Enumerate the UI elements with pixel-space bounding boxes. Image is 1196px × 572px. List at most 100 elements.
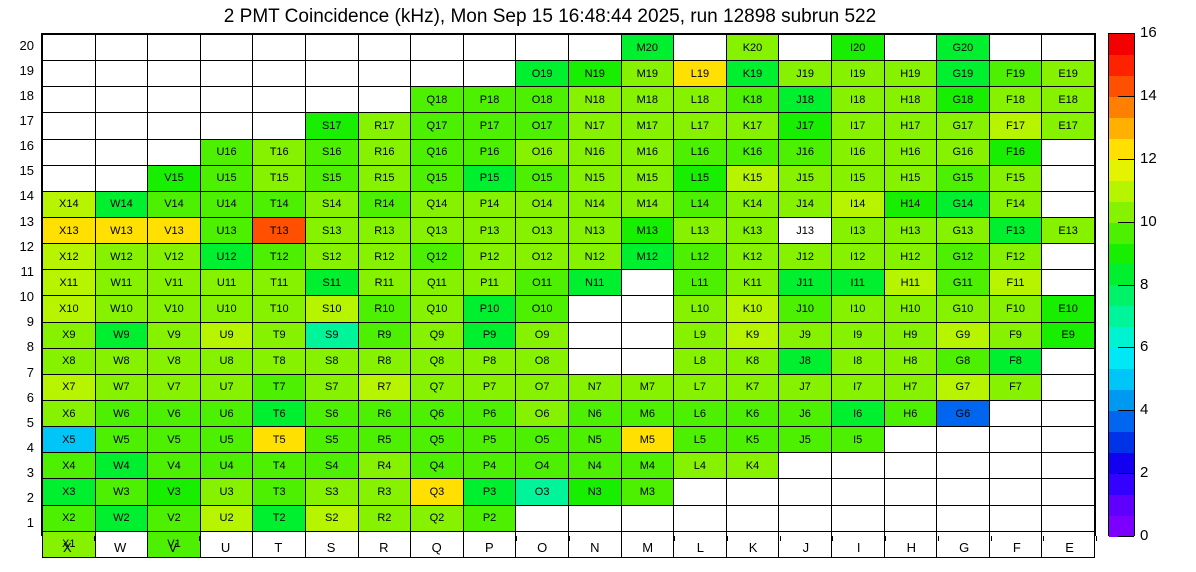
heatmap-cell-L17: L17: [673, 112, 727, 140]
heatmap-cell-V3: V3: [147, 478, 201, 506]
heatmap-cell-J17: J17: [778, 112, 832, 140]
heatmap-cell-L14: L14: [673, 190, 727, 218]
heatmap-row: X9 W9 V9 U9 T9 S9 R9 Q9 P9 O9 L9 K9 J9 I9 H9 G9 F9 E9: [42, 321, 1095, 349]
heatmap-row: X12 W12 V12 U12 T12 S12 R12 Q12 P12 O12 N12 M12 L12 K…: [42, 243, 1095, 271]
heatmap-cell-R11: R11: [357, 269, 412, 297]
heatmap-cell-empty-H5: [883, 426, 938, 454]
heatmap-cell-N15: N15: [567, 164, 622, 192]
heatmap-cell-empty-E3: [1041, 478, 1095, 506]
heatmap-cell-empty-L20: [673, 33, 727, 62]
heatmap-cell-empty-F6: [988, 399, 1043, 428]
x-tick-label-U: U: [220, 540, 231, 555]
x-tick-mark: [252, 536, 253, 541]
colorbar-band: [1109, 494, 1134, 516]
colorbar: [1108, 33, 1135, 537]
heatmap-cell-V10: V10: [147, 295, 201, 323]
heatmap-cell-X14: X14: [42, 190, 96, 218]
heatmap-cell-K5: K5: [725, 426, 780, 454]
heatmap-cell-P8: P8: [462, 347, 517, 375]
heatmap-cell-empty-T18: [252, 86, 306, 114]
colorbar-band: [1109, 348, 1134, 370]
heatmap-cell-empty-J2: [778, 504, 832, 532]
heatmap-cell-V5: V5: [147, 426, 201, 454]
heatmap-cell-I5: I5: [830, 426, 885, 454]
x-tick-mark: [726, 536, 728, 541]
x-tick-mark: [1043, 536, 1045, 541]
heatmap-cell-empty-S1: [304, 530, 359, 558]
colorbar-tick-mark: [1118, 158, 1134, 160]
heatmap-cell-G13: G13: [936, 216, 990, 245]
heatmap-cell-X10: X10: [42, 295, 96, 323]
x-tick-mark: [1096, 536, 1097, 541]
heatmap-cell-N5: N5: [567, 426, 622, 454]
heatmap-cell-Q6: Q6: [410, 399, 464, 428]
heatmap-cell-W4: W4: [94, 452, 149, 480]
heatmap-cell-L4: L4: [673, 452, 727, 480]
heatmap-cell-I12: I12: [830, 243, 885, 271]
heatmap-cell-R8: R8: [357, 347, 412, 375]
heatmap-cell-O18: O18: [515, 86, 569, 114]
heatmap-cell-Q3: Q3: [410, 478, 464, 506]
x-tick-label-N: N: [590, 540, 600, 555]
heatmap-cell-F14: F14: [988, 190, 1043, 218]
heatmap-cell-X4: X4: [42, 452, 96, 480]
heatmap-cell-M14: M14: [620, 190, 675, 218]
x-tick-mark: [674, 536, 675, 541]
heatmap-cell-empty-E4: [1041, 452, 1095, 480]
x-tick-mark: [621, 536, 623, 541]
heatmap-cell-empty-T1: [252, 530, 306, 558]
x-tick-label-G: G: [959, 540, 970, 555]
heatmap-cell-L9: L9: [673, 321, 727, 349]
colorbar-tick-label-6: 6: [1140, 338, 1149, 356]
heatmap-cell-empty-W19: [94, 60, 149, 88]
heatmap-cell-K20: K20: [725, 33, 780, 62]
heatmap-cell-empty-G3: [936, 478, 990, 506]
colorbar-tick-mark: [1118, 536, 1134, 537]
heatmap-cell-G7: G7: [936, 373, 990, 401]
heatmap-cell-O5: O5: [515, 426, 569, 454]
heatmap-cell-O7: O7: [515, 373, 569, 401]
colorbar-band: [1109, 159, 1134, 181]
heatmap-cell-R9: R9: [357, 321, 412, 349]
heatmap-cell-empty-G5: [936, 426, 990, 454]
heatmap-cell-U3: U3: [199, 478, 254, 506]
heatmap-cell-F16: F16: [988, 138, 1043, 166]
heatmap-grid: M20 K20 I20 G20 O19 N19 M19 L19 K19 J19 I19 H19 G19 F…: [42, 33, 1095, 558]
colorbar-band: [1109, 327, 1134, 349]
heatmap-cell-X12: X12: [42, 243, 96, 271]
heatmap-cell-U14: U14: [199, 190, 254, 218]
heatmap-cell-V1: V1: [147, 530, 201, 558]
colorbar-band: [1109, 117, 1134, 139]
heatmap-cell-H14: H14: [883, 190, 938, 218]
heatmap-cell-T9: T9: [252, 321, 306, 349]
heatmap-cell-L11: L11: [673, 269, 727, 297]
heatmap-cell-I16: I16: [830, 138, 885, 166]
heatmap-cell-L18: L18: [673, 86, 727, 114]
heatmap-cell-empty-X17: [42, 112, 96, 140]
heatmap-row: X5 W5 V5 U5 T5 S5 R5 Q5 P5 O5 N5 M5 L5 K5 J5 I5: [42, 426, 1095, 454]
heatmap-cell-I7: I7: [830, 373, 885, 401]
colorbar-band: [1109, 243, 1134, 265]
heatmap-cell-H15: H15: [883, 164, 938, 192]
heatmap-cell-Q10: Q10: [410, 295, 464, 323]
y-tick-label-14: 14: [19, 188, 34, 204]
colorbar-tick-label-8: 8: [1140, 275, 1149, 293]
heatmap-cell-W13: W13: [94, 216, 149, 245]
heatmap-cell-empty-E1: [1041, 530, 1095, 558]
heatmap-cell-empty-I1: [830, 530, 885, 558]
heatmap-cell-P11: P11: [462, 269, 517, 297]
y-tick-label-10: 10: [19, 289, 34, 305]
heatmap-cell-T7: T7: [252, 373, 306, 401]
heatmap-cell-empty-X15: [42, 164, 96, 192]
heatmap-cell-X7: X7: [42, 373, 96, 401]
heatmap-cell-P6: P6: [462, 399, 517, 428]
y-tick-label-19: 19: [19, 62, 34, 78]
heatmap-cell-M4: M4: [620, 452, 675, 480]
heatmap-cell-F15: F15: [988, 164, 1043, 192]
colorbar-band: [1109, 180, 1134, 202]
heatmap-cell-V7: V7: [147, 373, 201, 401]
heatmap-cell-W7: W7: [94, 373, 149, 401]
heatmap-cell-empty-J4: [778, 452, 832, 480]
heatmap-cell-J5: J5: [778, 426, 832, 454]
